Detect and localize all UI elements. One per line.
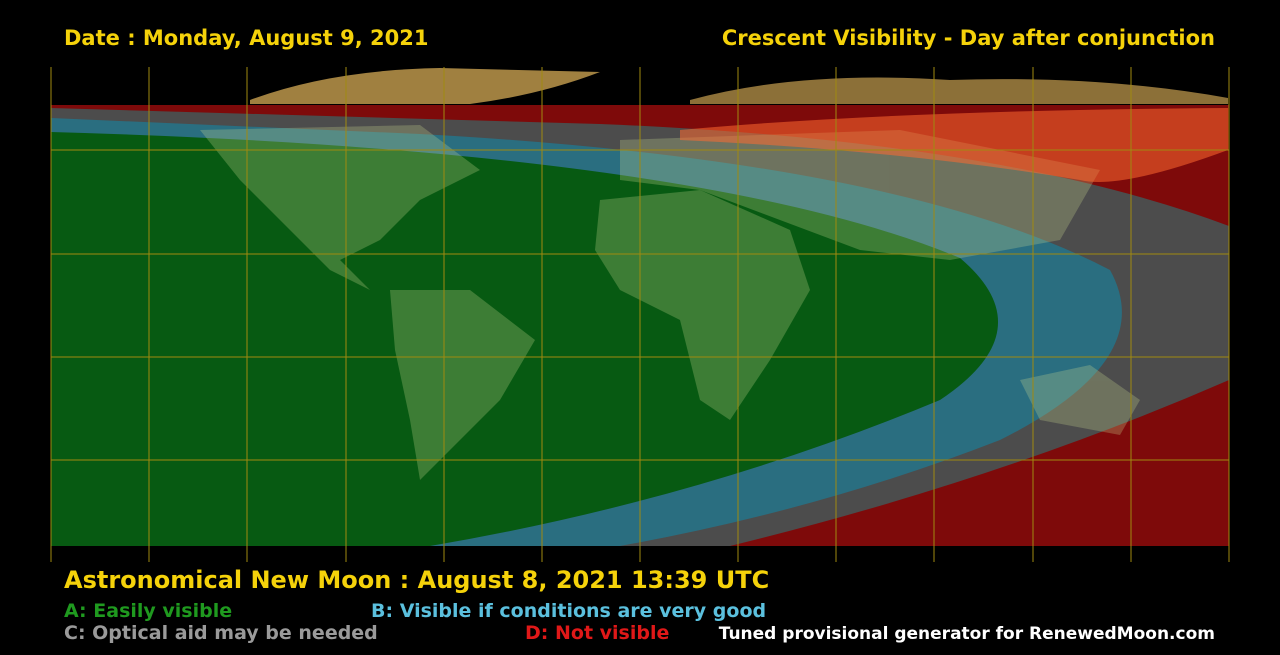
credit: Tuned provisional generator for RenewedM…: [719, 624, 1215, 644]
new-moon: Astronomical New Moon : August 8, 2021 1…: [64, 566, 769, 594]
legend-d: D: Not visible: [525, 622, 669, 644]
date: Date : Monday, August 9, 2021: [64, 26, 428, 50]
map: [50, 67, 1230, 562]
greenland-land: [250, 68, 600, 104]
north-asia-red-land: [680, 108, 1228, 182]
title: Crescent Visibility - Day after conjunct…: [722, 26, 1215, 50]
legend-b: B: Visible if conditions are very good: [371, 600, 766, 622]
legend-c: C: Optical aid may be needed: [64, 622, 378, 644]
zone-a: [51, 132, 999, 546]
grid: [50, 67, 1230, 562]
legend-a: A: Easily visible: [64, 600, 232, 622]
arctic-land: [690, 77, 1228, 104]
